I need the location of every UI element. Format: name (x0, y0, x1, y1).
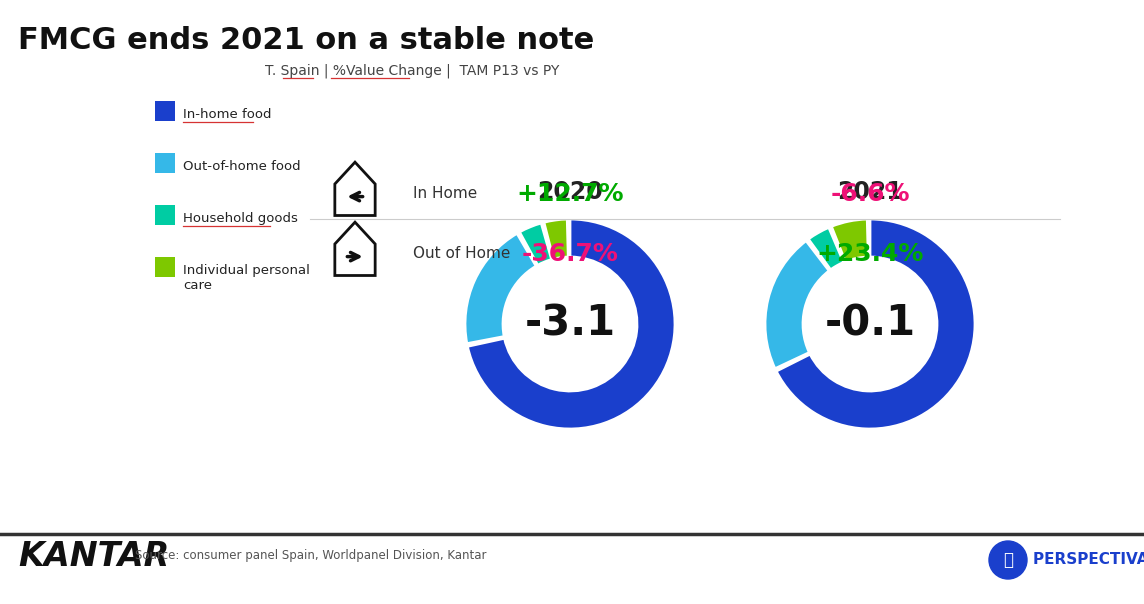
FancyBboxPatch shape (154, 257, 175, 277)
Wedge shape (776, 219, 975, 429)
Wedge shape (464, 233, 537, 344)
Wedge shape (832, 219, 868, 262)
FancyBboxPatch shape (154, 205, 175, 225)
Text: FMCG ends 2021 on a stable note: FMCG ends 2021 on a stable note (18, 26, 594, 55)
Text: -0.1: -0.1 (825, 303, 915, 345)
Text: T. Spain | %Value Change |  TAM P13 vs PY: T. Spain | %Value Change | TAM P13 vs PY (265, 64, 559, 79)
Text: In Home: In Home (413, 187, 477, 202)
Text: Source: consumer panel Spain, Worldpanel Division, Kantar: Source: consumer panel Spain, Worldpanel… (135, 550, 486, 562)
Circle shape (990, 541, 1027, 579)
Text: 2021: 2021 (837, 180, 903, 204)
Text: Individual personal
care: Individual personal care (183, 264, 310, 292)
Text: KANTAR: KANTAR (18, 539, 169, 573)
Wedge shape (809, 228, 844, 270)
Text: -3.1: -3.1 (524, 303, 615, 345)
Text: Household goods: Household goods (183, 212, 297, 225)
FancyBboxPatch shape (154, 153, 175, 173)
Text: Out of Home: Out of Home (413, 246, 510, 262)
Wedge shape (519, 223, 551, 265)
FancyBboxPatch shape (154, 101, 175, 121)
Text: In-home food: In-home food (183, 108, 271, 121)
Text: Out-of-home food: Out-of-home food (183, 160, 301, 173)
Wedge shape (765, 241, 829, 368)
Wedge shape (543, 219, 569, 259)
Text: -6.6%: -6.6% (831, 182, 909, 206)
Wedge shape (468, 219, 675, 429)
Text: 2020: 2020 (538, 180, 603, 204)
Text: ⛹: ⛹ (1003, 551, 1012, 569)
Text: +12.7%: +12.7% (516, 182, 623, 206)
Text: +23.4%: +23.4% (817, 242, 923, 266)
Text: PERSPECTIVAS 2022: PERSPECTIVAS 2022 (1033, 553, 1144, 568)
Text: -36.7%: -36.7% (522, 242, 619, 266)
